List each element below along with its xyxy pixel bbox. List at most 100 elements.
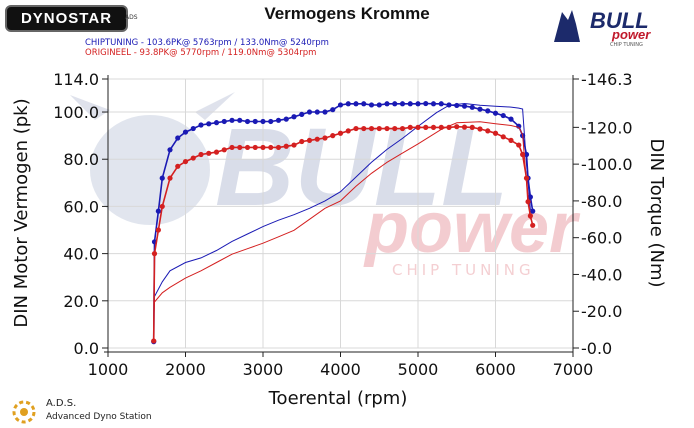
y2-tick-label-5: -100.0 <box>581 155 633 174</box>
dynostar-logo: DYNOSTAR <box>5 5 128 32</box>
x-tick-label-0: 1000 <box>88 360 129 379</box>
chiptuning-power-point-23 <box>314 109 320 115</box>
watermark-bull-icon <box>90 115 210 225</box>
origineel-power-point-54 <box>530 222 536 228</box>
chiptuning-power-point-20 <box>291 114 297 120</box>
chiptuning-power-point-27 <box>345 101 351 107</box>
origineel-power-point-44 <box>477 126 483 132</box>
chiptuning-power-point-43 <box>469 104 475 110</box>
chiptuning-power-point-5 <box>175 135 181 141</box>
chiptuning-power-point-7 <box>190 125 196 132</box>
chiptuning-power-point-17 <box>268 118 274 125</box>
origineel-power-point-46 <box>492 130 499 136</box>
legend-chiptuning-text: CHIPTUNING - 103.6PK@ 5763rpm / 133.0Nm@… <box>85 38 329 48</box>
chiptuning-power-point-44 <box>477 106 483 112</box>
x-axis-label: Toerental (rpm) <box>268 388 408 409</box>
chiptuning-power-point-41 <box>454 102 460 109</box>
series-layer <box>151 100 536 345</box>
chiptuning-power-point-38 <box>430 101 437 107</box>
origineel-power-point-27 <box>345 128 351 134</box>
y-tick-label-3: 60.0 <box>63 197 99 216</box>
chiptuning-power-point-45 <box>485 108 491 114</box>
origineel-power-point-24 <box>322 135 328 141</box>
chiptuning-power-point-26 <box>337 102 344 108</box>
origineel-power-point-21 <box>299 138 305 145</box>
origineel-power-point-9 <box>206 150 212 156</box>
chiptuning-power-point-21 <box>299 111 305 117</box>
ads-logo-icon <box>12 400 36 424</box>
chiptuning-power-point-24 <box>322 109 328 115</box>
bullpower-logo: BULL power CHIP TUNING <box>550 2 662 48</box>
y-tick-label-2: 40.0 <box>63 245 99 264</box>
y-tick-label-5: 100.0 <box>53 103 99 122</box>
y2-tick-label-1: -20.0 <box>581 302 622 321</box>
origineel-power-point-34 <box>399 125 406 132</box>
origineel-power-point-7 <box>190 155 196 161</box>
chiptuning-power-point-28 <box>353 101 359 107</box>
x-tick-label-2: 3000 <box>243 360 284 379</box>
chiptuning-torque-line <box>153 102 531 321</box>
origineel-power-point-32 <box>384 125 390 132</box>
origineel-power-point-5 <box>175 163 181 169</box>
origineel-power-point-20 <box>291 142 297 148</box>
dynostar-logo-sub: ADS <box>125 14 138 21</box>
origineel-power-point-33 <box>392 125 398 132</box>
legend-origineel-text: ORIGINEEL - 93.8PK@ 5770rpm / 119.0Nm@ 5… <box>85 48 317 58</box>
origineel-power-point-11 <box>221 147 227 153</box>
origineel-power-point-36 <box>415 124 421 130</box>
chiptuning-power-point-10 <box>213 120 220 126</box>
chiptuning-power-point-48 <box>508 116 514 122</box>
x-tick-label-3: 4000 <box>320 360 361 379</box>
chiptuning-power-point-18 <box>275 117 282 123</box>
chiptuning-power-point-54 <box>530 208 536 214</box>
chiptuning-power-point-32 <box>384 101 390 107</box>
origineel-power-point-22 <box>306 137 313 143</box>
chiptuning-power-point-8 <box>198 122 204 128</box>
origineel-power-point-37 <box>423 124 429 130</box>
chiptuning-power-point-13 <box>237 117 243 123</box>
chiptuning-power-point-42 <box>461 103 468 109</box>
watermark-sub: power <box>363 188 581 268</box>
origineel-power-point-29 <box>361 125 367 132</box>
origineel-power-point-43 <box>469 124 475 130</box>
chiptuning-power-point-29 <box>361 101 367 107</box>
origineel-power-point-8 <box>198 151 204 158</box>
origineel-power-point-23 <box>314 136 320 142</box>
chiptuning-power-point-4 <box>167 147 173 153</box>
origineel-power-point-17 <box>268 144 274 151</box>
x-tick-label-1: 2000 <box>165 360 206 379</box>
origineel-torque-line <box>153 121 531 321</box>
origineel-power-point-0 <box>151 338 157 344</box>
origineel-power-point-41 <box>454 124 460 130</box>
legend-origineel: ORIGINEEL - 93.8PK@ 5770rpm / 119.0Nm@ 5… <box>85 48 316 58</box>
origineel-power-point-2 <box>155 227 161 233</box>
x-tick-label-4: 5000 <box>398 360 439 379</box>
chiptuning-power-point-15 <box>252 118 258 125</box>
chiptuning-power-point-34 <box>399 101 406 107</box>
chart-title: Vermogens Kromme <box>264 4 430 23</box>
origineel-power-point-26 <box>337 130 344 136</box>
origineel-power-point-30 <box>368 125 375 132</box>
origineel-power-point-31 <box>376 125 382 132</box>
origineel-power-point-4 <box>167 175 173 181</box>
origineel-power-point-1 <box>151 251 158 257</box>
origineel-power-point-19 <box>283 143 289 149</box>
origineel-power-point-14 <box>244 144 251 151</box>
origineel-power-point-6 <box>182 158 189 165</box>
origineel-power-point-38 <box>430 124 437 130</box>
y-tick-label-6: 114.0 <box>53 70 99 89</box>
y-tick-label-0: 0.0 <box>74 339 99 358</box>
chiptuning-power-point-36 <box>415 101 421 107</box>
bullpower-logo-main: BULL <box>590 8 649 33</box>
y2-tick-label-7: -146.3 <box>581 70 633 89</box>
origineel-power-point-28 <box>353 125 359 132</box>
chiptuning-power-point-25 <box>330 107 336 113</box>
chiptuning-power-point-2 <box>155 208 161 214</box>
origineel-power-point-42 <box>461 124 468 130</box>
origineel-power-point-18 <box>275 144 282 151</box>
y2-tick-label-6: -120.0 <box>581 118 633 137</box>
chiptuning-power-point-12 <box>229 117 235 123</box>
chiptuning-power-point-11 <box>221 118 227 125</box>
y2-tick-label-3: -60.0 <box>581 229 622 248</box>
